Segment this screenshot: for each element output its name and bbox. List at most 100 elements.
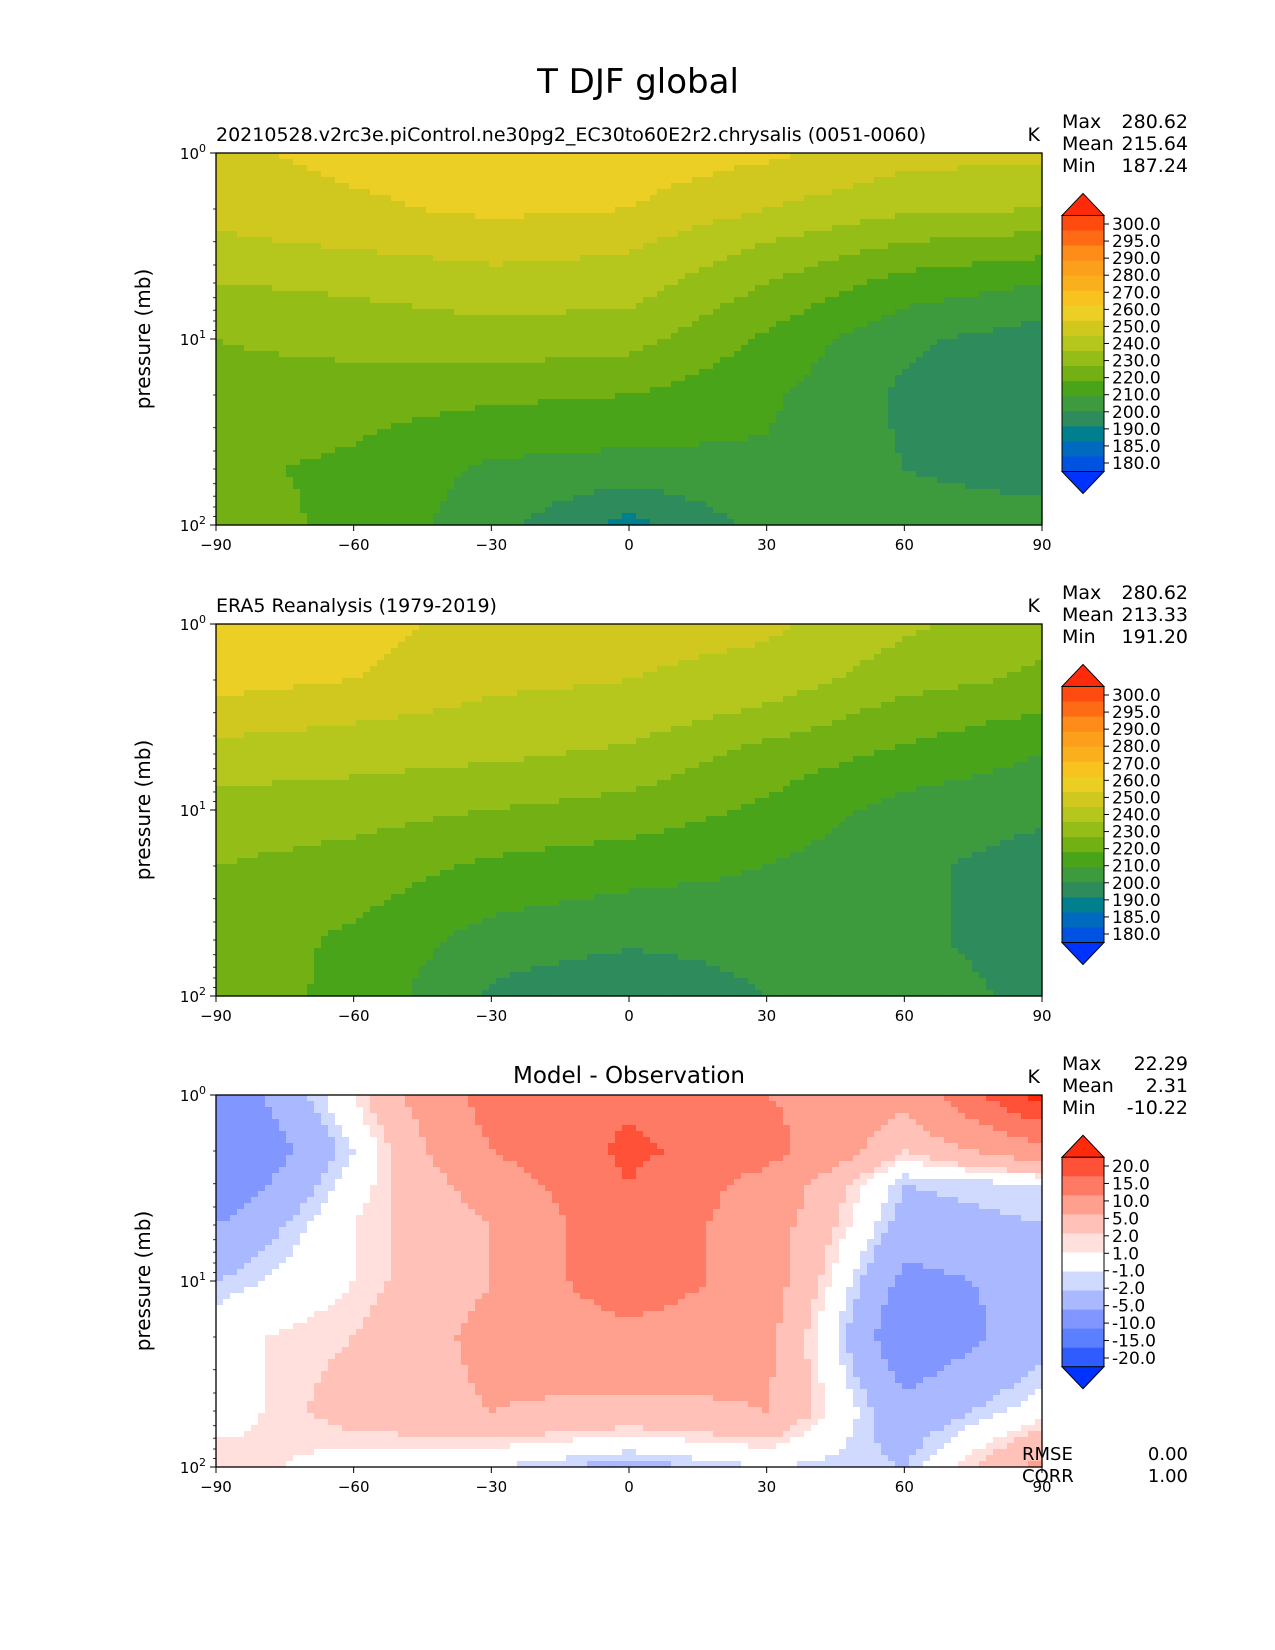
- contour-field: [216, 153, 1043, 526]
- colorbar-tick-label: 300.0: [1112, 686, 1161, 706]
- rmse-value: 0.00: [1148, 1444, 1188, 1465]
- colorbar-tick-label: 185.0: [1112, 908, 1161, 928]
- colorbar-tick-label: 300.0: [1112, 215, 1161, 235]
- x-tick-label: −60: [338, 536, 370, 554]
- x-tick-label: 90: [1032, 536, 1051, 554]
- stat-mean-value: 215.64: [1122, 133, 1188, 155]
- colorbar: 300.0295.0290.0280.0270.0260.0250.0240.0…: [1060, 192, 1161, 495]
- corr-label: CORR: [1022, 1466, 1074, 1487]
- y-tick-label: 101: [180, 328, 206, 349]
- colorbar-tick-label: 190.0: [1112, 420, 1161, 440]
- x-tick-label: 0: [624, 536, 634, 554]
- stat-min-value: 187.24: [1122, 155, 1188, 177]
- figure-title: T DJF global: [536, 62, 739, 102]
- colorbar-tick-label: -10.0: [1112, 1314, 1156, 1334]
- x-tick-label: 60: [895, 1007, 914, 1025]
- colorbar-tick-label: 295.0: [1112, 703, 1161, 723]
- panel-title: Model - Observation: [513, 1063, 745, 1089]
- x-tick-label: −90: [200, 1478, 232, 1496]
- x-tick-label: −60: [338, 1007, 370, 1025]
- contour-field: [216, 1095, 1043, 1468]
- stat-min-value: 191.20: [1122, 626, 1188, 648]
- stat-max-label: Max: [1062, 582, 1101, 604]
- stat-max-value: 22.29: [1134, 1053, 1188, 1075]
- x-tick-label: 0: [624, 1478, 634, 1496]
- stat-max-value: 280.62: [1122, 111, 1188, 133]
- stat-min-label: Min: [1062, 626, 1096, 648]
- x-tick-label: 30: [757, 1478, 776, 1496]
- y-tick-label: 102: [180, 514, 206, 535]
- colorbar-tick-label: 250.0: [1112, 317, 1161, 337]
- colorbar-tick-label: 180.0: [1112, 454, 1161, 474]
- colorbar-tick-label: 5.0: [1112, 1209, 1139, 1229]
- x-ticks: −90 −60 −30 0 30 60 90: [200, 996, 1052, 1025]
- stat-mean-label: Mean: [1062, 604, 1114, 626]
- contour-field: [216, 624, 1043, 997]
- stat-min-value: -10.22: [1127, 1097, 1188, 1119]
- x-tick-label: 90: [1032, 1007, 1051, 1025]
- colorbar-tick-label: 1.0: [1112, 1244, 1139, 1264]
- panel-difference: Model - Observation K Max 22.29 Mean 2.31 Min -…: [131, 1053, 1188, 1496]
- colorbar-tick-label: 220.0: [1112, 840, 1161, 860]
- colorbar-tick-label: 280.0: [1112, 266, 1161, 286]
- colorbar-tick-label: 290.0: [1112, 720, 1161, 740]
- stat-max-label: Max: [1062, 111, 1101, 133]
- colorbar-tick-label: 210.0: [1112, 857, 1161, 877]
- colorbar-tick-label: 240.0: [1112, 335, 1161, 355]
- colorbar-tick-label: -15.0: [1112, 1332, 1156, 1352]
- panel-title: 20210528.v2rc3e.piControl.ne30pg2_EC30to…: [216, 124, 926, 146]
- units-label: K: [1028, 1066, 1041, 1088]
- stat-mean-value: 213.33: [1122, 604, 1188, 626]
- colorbar-tick-label: 200.0: [1112, 874, 1161, 894]
- y-ticks: 100 101 102: [180, 142, 216, 535]
- x-tick-label: 60: [895, 536, 914, 554]
- x-ticks: −90 −60 −30 0 30 60 90: [200, 1467, 1052, 1496]
- colorbar-tick-label: 270.0: [1112, 283, 1161, 303]
- x-tick-label: 90: [1032, 1478, 1051, 1496]
- colorbar-tick-label: 260.0: [1112, 771, 1161, 791]
- colorbar-tick-label: 20.0: [1112, 1157, 1150, 1177]
- colorbar-tick-label: 210.0: [1112, 386, 1161, 406]
- y-ticks: 100 101 102: [180, 1084, 216, 1477]
- y-ticks: 100 101 102: [180, 613, 216, 1006]
- x-ticks: −90 −60 −30 0 30 60 90: [200, 525, 1052, 554]
- colorbar-tick-label: 185.0: [1112, 437, 1161, 457]
- y-tick-label: 100: [180, 142, 206, 163]
- x-tick-label: −90: [200, 536, 232, 554]
- x-tick-label: −30: [476, 536, 508, 554]
- colorbar-tick-label: 240.0: [1112, 806, 1161, 826]
- colorbar-tick-label: -1.0: [1112, 1262, 1145, 1282]
- colorbar-tick-label: 190.0: [1112, 891, 1161, 911]
- colorbar-tick-label: 270.0: [1112, 754, 1161, 774]
- y-tick-label: 101: [180, 799, 206, 820]
- colorbar-tick-label: 220.0: [1112, 369, 1161, 389]
- panel-observation: ERA5 Reanalysis (1979-2019) K Max 280.62 Mea…: [131, 582, 1188, 1025]
- stat-max-value: 280.62: [1122, 582, 1188, 604]
- colorbar-tick-label: 295.0: [1112, 232, 1161, 252]
- y-tick-label: 100: [180, 613, 206, 634]
- colorbar-tick-label: 200.0: [1112, 403, 1161, 423]
- colorbar-tick-label: 10.0: [1112, 1192, 1150, 1212]
- units-label: K: [1028, 595, 1041, 617]
- x-tick-label: 60: [895, 1478, 914, 1496]
- y-tick-label: 102: [180, 1456, 206, 1477]
- colorbar-tick-label: 260.0: [1112, 300, 1161, 320]
- colorbar: 20.015.010.05.02.01.0-1.0-2.0-5.0-10.0-1…: [1060, 1134, 1156, 1390]
- y-tick-label: 102: [180, 985, 206, 1006]
- x-tick-label: 30: [757, 536, 776, 554]
- units-label: K: [1028, 124, 1041, 146]
- colorbar-tick-label: 230.0: [1112, 352, 1161, 372]
- x-tick-label: −30: [476, 1478, 508, 1496]
- colorbar-tick-label: 230.0: [1112, 823, 1161, 843]
- stat-min-label: Min: [1062, 1097, 1096, 1119]
- colorbar-tick-label: 15.0: [1112, 1174, 1150, 1194]
- colorbar-tick-label: 2.0: [1112, 1227, 1139, 1247]
- stat-mean-value: 2.31: [1146, 1075, 1188, 1097]
- colorbar-tick-label: -5.0: [1112, 1297, 1145, 1317]
- y-axis-label: pressure (mb): [131, 1211, 155, 1352]
- x-tick-label: 0: [624, 1007, 634, 1025]
- colorbar-tick-label: -2.0: [1112, 1279, 1145, 1299]
- y-tick-label: 101: [180, 1270, 206, 1291]
- colorbar-tick-label: 290.0: [1112, 249, 1161, 269]
